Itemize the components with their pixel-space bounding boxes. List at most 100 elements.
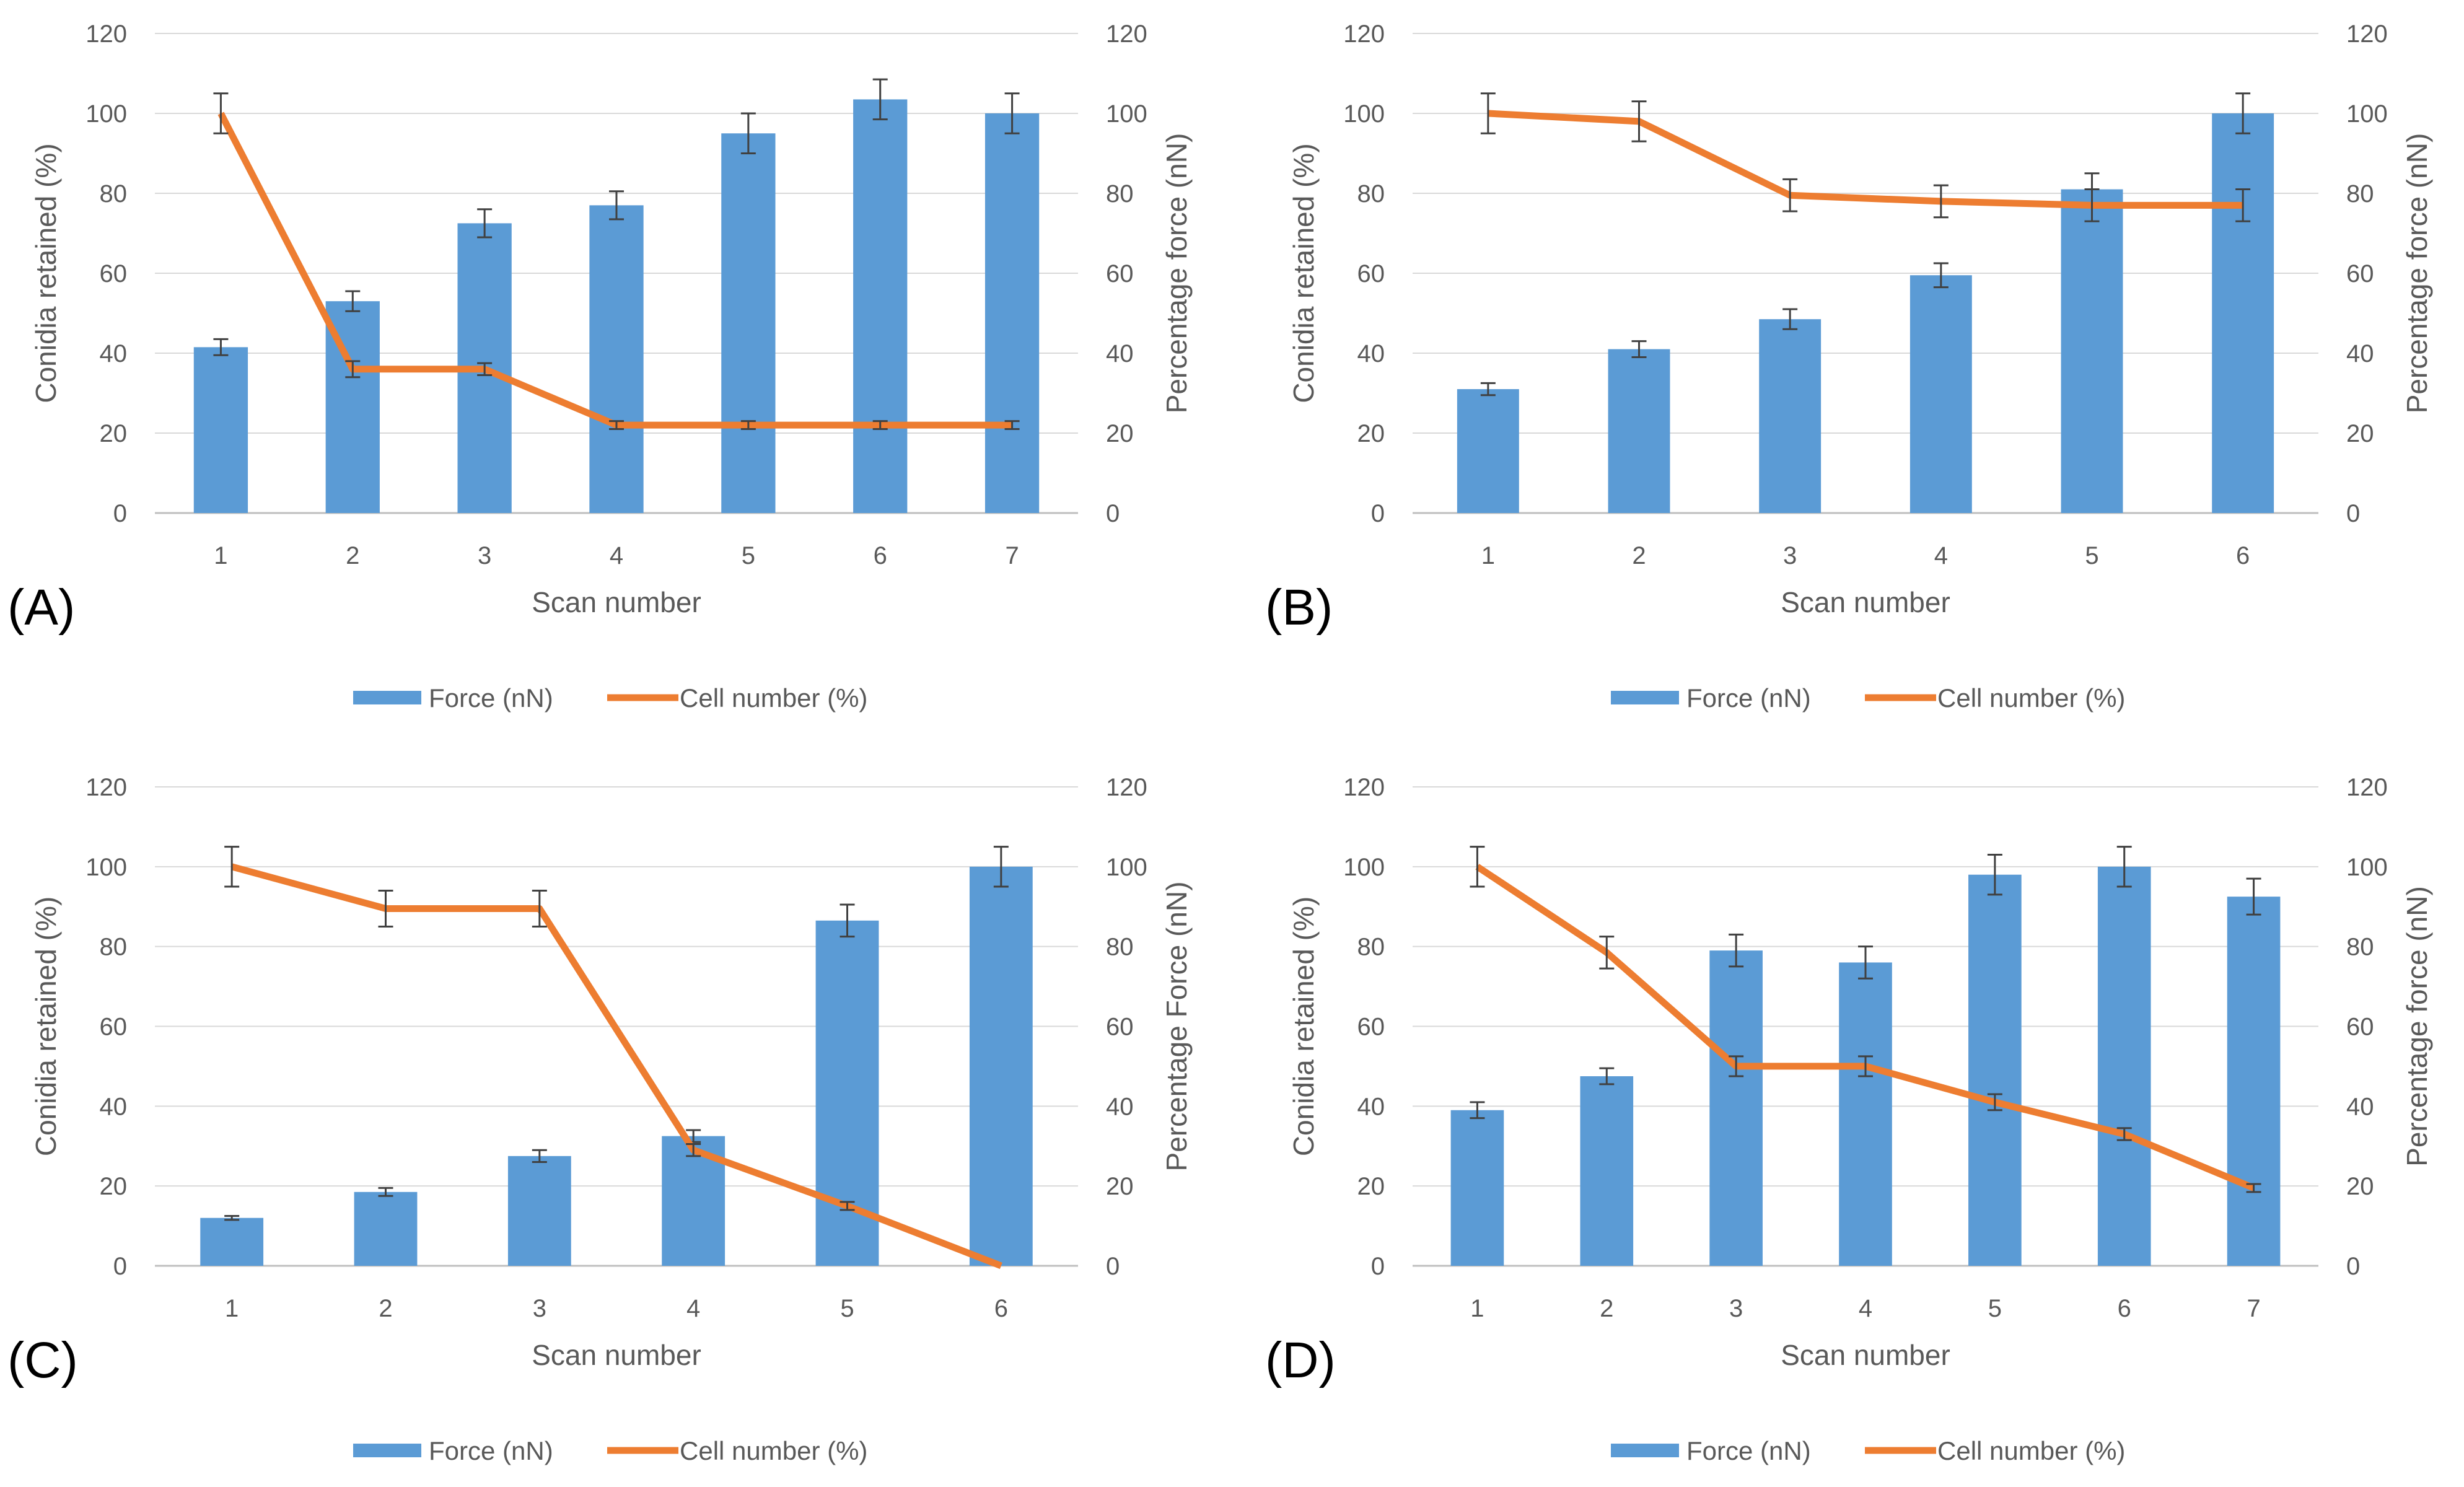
y2-axis-title: Percentage force (nN): [2401, 886, 2433, 1167]
x-tick-label: 2: [1600, 1295, 1613, 1322]
y2-tick-label: 120: [2346, 774, 2388, 801]
x-tick-label: 6: [994, 1295, 1008, 1322]
y-tick-label: 40: [100, 340, 128, 367]
y2-tick-label: 20: [2346, 1173, 2374, 1200]
y2-tick-label: 80: [2346, 934, 2374, 961]
x-tick-label: 6: [2236, 542, 2250, 569]
force-bar: [969, 866, 1033, 1266]
legend-force-swatch: [353, 691, 421, 704]
y-tick-label: 100: [1343, 100, 1385, 128]
y2-axis-title: Percentage force (nN): [2401, 133, 2433, 414]
y-tick-label: 40: [1357, 340, 1385, 367]
x-tick-label: 5: [840, 1295, 854, 1322]
y2-tick-label: 40: [2346, 1093, 2374, 1120]
y2-tick-label: 100: [1106, 100, 1147, 128]
x-tick-label: 3: [533, 1295, 546, 1322]
y2-tick-label: 80: [1106, 180, 1134, 208]
y2-tick-label: 80: [2346, 180, 2374, 208]
x-tick-label: 4: [610, 542, 623, 569]
y2-tick-label: 20: [2346, 420, 2374, 447]
x-tick-label: 5: [742, 542, 755, 569]
x-tick-label: 4: [1934, 542, 1948, 569]
y2-tick-label: 80: [1106, 934, 1134, 961]
x-tick-label: 2: [1632, 542, 1646, 569]
legend-cell-number-label: Cell number (%): [1937, 683, 2125, 713]
force-bar: [589, 205, 644, 513]
force-bar: [721, 133, 776, 513]
chart-panel-3: 0 20 40 60 80 100 120 0 20 40 60 80 100 120 1 2 3 4 5 6 Scan…: [7, 774, 1193, 1465]
legend-cell-number-label: Cell number (%): [680, 683, 867, 713]
y-tick-label: 60: [1357, 1014, 1385, 1041]
x-tick-label: 5: [1988, 1295, 2002, 1322]
cell-number-line: [230, 863, 1002, 1270]
y2-tick-label: 20: [1106, 420, 1134, 447]
x-tick-label: 6: [874, 542, 887, 569]
force-bar: [193, 347, 248, 513]
force-bar: [853, 99, 908, 514]
x-tick-label: 7: [1005, 542, 1019, 569]
y2-tick-label: 60: [1106, 260, 1134, 287]
y-axis-title: Conidia retained (%): [1287, 897, 1320, 1156]
x-tick-label: 1: [1481, 542, 1495, 569]
y2-tick-label: 40: [1106, 1093, 1134, 1120]
force-bar: [1968, 874, 2022, 1266]
force-bar: [1580, 1076, 1634, 1266]
y-tick-label: 80: [100, 934, 128, 961]
y2-tick-label: 40: [2346, 340, 2374, 367]
y2-tick-label: 120: [2346, 20, 2388, 48]
x-tick-label: 1: [1470, 1295, 1484, 1322]
legend-force-label: Force (nN): [1686, 683, 1811, 713]
y2-tick-label: 120: [1106, 20, 1147, 48]
y-tick-label: 100: [1343, 854, 1385, 881]
force-bar: [354, 1191, 418, 1266]
force-bar: [200, 1217, 264, 1266]
y-tick-label: 80: [1357, 180, 1385, 208]
x-tick-label: 1: [225, 1295, 239, 1322]
force-bar: [1608, 349, 1670, 513]
force-bar: [1759, 319, 1822, 513]
force-bar: [507, 1156, 571, 1266]
x-tick-label: 4: [686, 1295, 700, 1322]
panel-label: (D): [1265, 1332, 1336, 1388]
y-tick-label: 20: [100, 1173, 128, 1200]
y2-tick-label: 0: [2346, 1253, 2360, 1280]
legend-cell-number-label: Cell number (%): [1937, 1436, 2125, 1465]
y2-tick-label: 40: [1106, 340, 1134, 367]
x-tick-label: 3: [478, 542, 491, 569]
y-tick-label: 0: [113, 500, 127, 527]
x-tick-label: 1: [214, 542, 227, 569]
panel-label: (B): [1265, 579, 1333, 636]
y2-tick-label: 100: [1106, 854, 1147, 881]
y-tick-label: 120: [85, 20, 127, 48]
y-tick-label: 120: [85, 774, 127, 801]
y2-tick-label: 120: [1106, 774, 1147, 801]
y2-tick-label: 0: [1106, 500, 1120, 527]
legend-force-swatch: [353, 1444, 421, 1457]
y2-axis-title: Percentage force (nN): [1160, 133, 1193, 414]
y-tick-label: 40: [100, 1093, 128, 1120]
y2-tick-label: 60: [1106, 1014, 1134, 1041]
y2-axis-title: Percentage Force (nN): [1160, 882, 1193, 1172]
y-tick-label: 60: [1357, 260, 1385, 287]
y-tick-label: 100: [85, 854, 127, 881]
y2-tick-label: 0: [1106, 1253, 1120, 1280]
legend-force-label: Force (nN): [1686, 1436, 1811, 1465]
y2-tick-label: 100: [2346, 100, 2388, 128]
x-tick-label: 3: [1783, 542, 1797, 569]
y-tick-label: 120: [1343, 774, 1385, 801]
panel-label: (C): [7, 1332, 78, 1388]
force-bar: [1839, 962, 1892, 1266]
chart-panel-2: 0 20 40 60 80 100 120 0 20 40 60 80 100 120 1 2 3 4 5 6 Scan…: [1265, 20, 2433, 713]
panel-label: (A): [7, 579, 75, 636]
force-bar: [984, 113, 1040, 513]
x-tick-label: 3: [1729, 1295, 1743, 1322]
y-tick-label: 20: [1357, 1173, 1385, 1200]
x-tick-label: 4: [1859, 1295, 1872, 1322]
y2-tick-label: 0: [2346, 500, 2360, 527]
y-tick-label: 60: [100, 1014, 128, 1041]
force-bar: [1450, 1110, 1504, 1266]
y2-tick-label: 20: [1106, 1173, 1134, 1200]
chart-panel-1: 0 20 40 60 80 100 120 0 20 40 60 80 100 120 1 2 3 4 5 6 7 Sca…: [7, 20, 1193, 713]
chart-panel-4: 0 20 40 60 80 100 120 0 20 40 60 80 100 120 1 2 3 4 5 6 7 Sca…: [1265, 774, 2433, 1465]
